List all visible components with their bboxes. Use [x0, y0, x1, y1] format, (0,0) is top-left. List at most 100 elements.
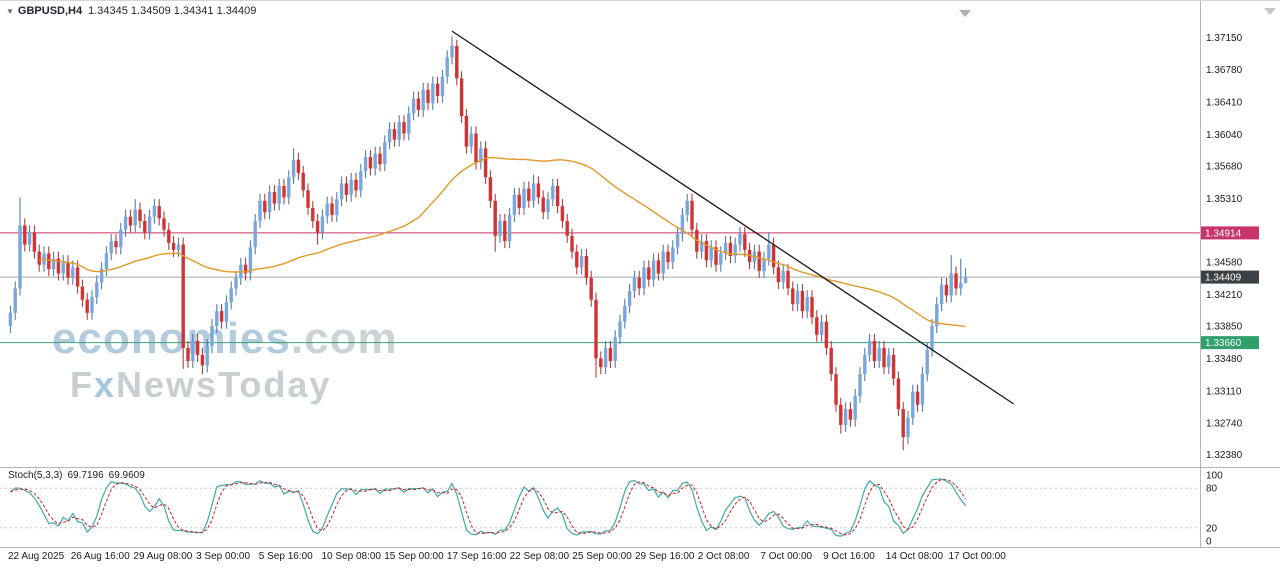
candle-body: [210, 326, 214, 347]
candle-body: [426, 89, 430, 103]
candle-body: [186, 347, 190, 361]
candle-body: [618, 321, 622, 338]
time-axis-label: 26 Aug 16:00: [71, 551, 130, 562]
candle-body: [378, 153, 382, 165]
candle-body: [392, 129, 397, 140]
candle-body: [330, 203, 334, 215]
candle-body: [123, 216, 128, 230]
candle-body: [560, 206, 565, 221]
candle-body: [152, 206, 157, 217]
candle-body: [483, 148, 488, 178]
candle-body: [589, 277, 593, 300]
candle-body: [411, 98, 416, 114]
price-axis-label: 1.36410: [1206, 98, 1243, 109]
candle-body: [363, 157, 368, 172]
candle-body: [325, 203, 329, 217]
candle-body: [474, 133, 478, 163]
candle-body: [575, 251, 579, 268]
candle-body: [195, 340, 200, 355]
candle-body: [642, 267, 646, 289]
candle-body: [119, 229, 123, 248]
price-badge: [1201, 336, 1259, 350]
candle-body: [704, 241, 709, 261]
candle-body: [435, 83, 440, 96]
time-axis-label: 7 Oct 00:00: [760, 551, 812, 562]
candle-body: [517, 194, 521, 208]
candle-body: [243, 264, 248, 274]
candle-body: [651, 260, 656, 280]
time-axis-label: 17 Sep 16:00: [447, 551, 507, 562]
price-axis-label: 1.35310: [1206, 194, 1243, 205]
candle-body: [906, 417, 910, 438]
candle-body: [584, 256, 589, 278]
time-axis-label: 15 Sep 00:00: [384, 551, 444, 562]
candle-body: [565, 221, 569, 236]
candle-body: [128, 216, 133, 226]
candle-body: [27, 232, 32, 245]
candle-body: [867, 340, 872, 355]
candle-body: [95, 282, 99, 298]
candle-body: [354, 179, 358, 191]
candle-body: [887, 354, 891, 368]
price-badge: [1201, 270, 1259, 284]
candle-body: [743, 234, 747, 250]
candle-body: [925, 349, 929, 375]
price-axis-labels: 1.37150 1.36780 1.36410 1.36040 1.35680 1.353…: [1206, 33, 1243, 461]
candle-body: [383, 142, 387, 165]
horizontal-lines[interactable]: [0, 232, 1200, 344]
candle-body: [56, 258, 61, 274]
candle-body: [767, 244, 771, 259]
time-axis-label: 29 Sep 16:00: [635, 551, 695, 562]
ma-line: [39, 156, 966, 328]
candle-body: [138, 209, 142, 221]
price-badge-value: 1.33660: [1205, 338, 1242, 349]
candle-body: [738, 234, 742, 245]
candle-body: [373, 153, 377, 169]
candle-body: [853, 396, 857, 420]
candle-body: [915, 391, 920, 405]
candle-body: [157, 206, 161, 219]
candle-body: [215, 311, 219, 326]
candle-body: [407, 113, 411, 134]
stoch-k-line: [10, 478, 967, 537]
watermark-sub-line: FxNewsToday: [70, 367, 398, 403]
candle-body: [431, 83, 435, 103]
watermark: economies.com FxNewsToday: [52, 317, 398, 403]
candle-body: [613, 337, 617, 361]
candle-body: [335, 199, 339, 215]
stoch-k-value: 69.7196: [67, 470, 104, 481]
candle-body: [75, 267, 80, 287]
candle-body: [469, 133, 473, 147]
candle-body: [512, 194, 517, 215]
candle-body: [224, 302, 229, 322]
candle-body: [229, 288, 233, 303]
candle-body: [882, 347, 886, 368]
candle-body: [80, 286, 85, 300]
candles-layer: [8, 36, 968, 451]
candle-body: [114, 241, 118, 248]
candle-body: [47, 253, 51, 270]
candle-body: [440, 76, 445, 96]
scroll-to-latest-icon[interactable]: [1264, 8, 1276, 15]
candle-body: [306, 190, 310, 208]
candle-body: [728, 242, 733, 256]
candle-body: [301, 172, 305, 191]
candle-body: [848, 409, 853, 420]
candle-body: [800, 291, 805, 312]
candle-body: [109, 241, 113, 254]
watermark-sub-f: F: [70, 364, 94, 405]
candle-body: [680, 214, 685, 235]
candle-body: [661, 251, 665, 274]
trendline[interactable]: [451, 30, 1014, 405]
chart-shift-icon[interactable]: [959, 10, 971, 17]
stoch-axis-label: 100: [1206, 471, 1223, 482]
candle-body: [263, 200, 267, 213]
candle-body: [402, 122, 406, 134]
candle-body: [479, 148, 483, 163]
candle-body: [791, 288, 795, 305]
price-axis-label: 1.36040: [1206, 130, 1243, 141]
candle-body: [795, 291, 800, 305]
candle-body: [143, 221, 147, 233]
stoch-label: Stoch(5,3,3): [8, 470, 63, 481]
